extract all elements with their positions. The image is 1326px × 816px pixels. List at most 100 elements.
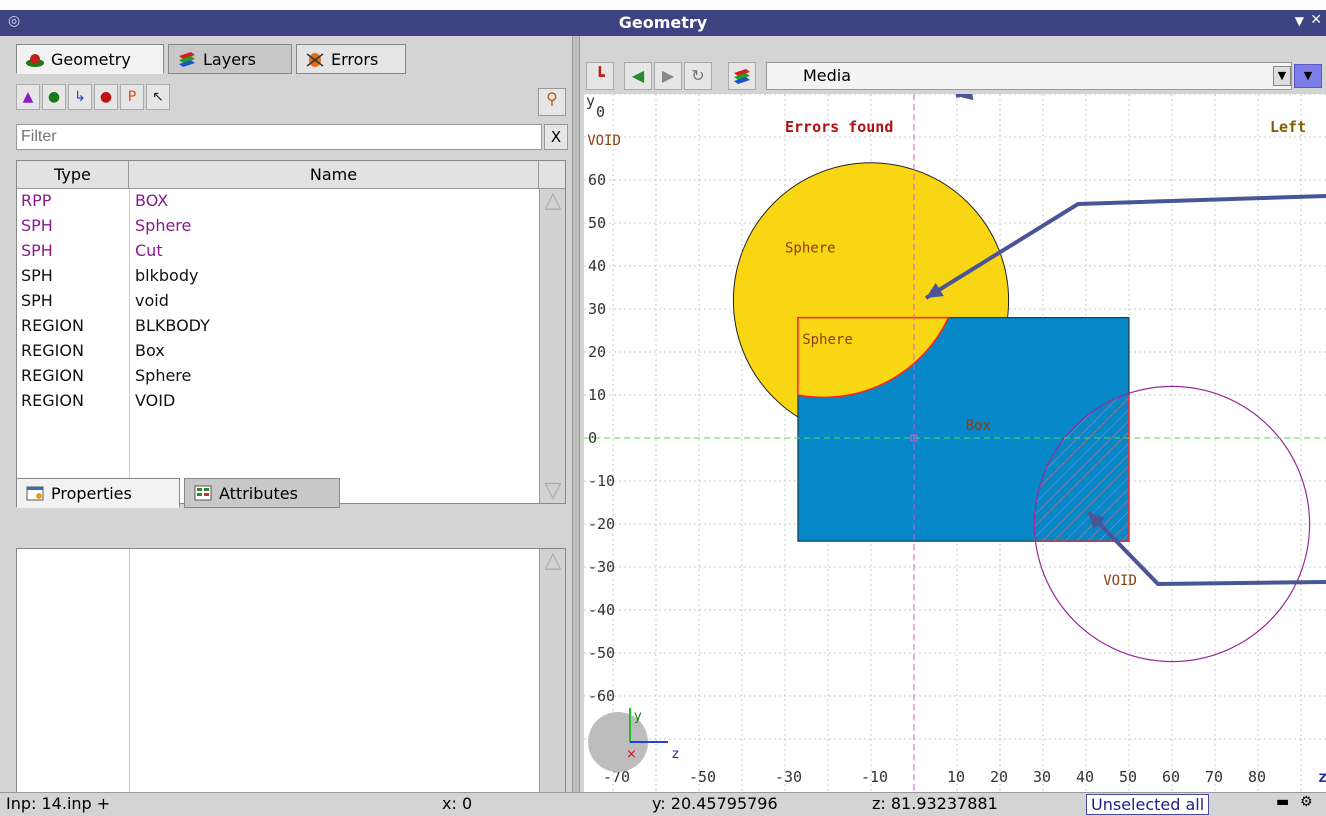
window-titlebar: ◎ Geometry ▼ ✕ xyxy=(0,10,1326,36)
table-row[interactable]: RPP BOX xyxy=(17,191,537,215)
region-label-sphere: Sphere xyxy=(785,241,836,257)
back-icon[interactable]: ◀ xyxy=(624,62,652,90)
bug-icon xyxy=(305,50,325,68)
x-tick-label: -50 xyxy=(689,768,716,786)
status-z: z: 81.93237881 xyxy=(872,794,998,813)
collapse-icon[interactable]: ▼ xyxy=(1294,14,1304,28)
tab-properties[interactable]: Properties xyxy=(16,478,180,508)
y-tick-label: -10 xyxy=(588,472,615,490)
cone-icon[interactable]: ▲ xyxy=(16,84,40,110)
row-type: SPH xyxy=(21,241,53,260)
compass-z-label: z xyxy=(672,747,679,762)
filter-clear-button[interactable]: X xyxy=(544,124,568,150)
close-icon[interactable]: ✕ xyxy=(1310,12,1322,28)
attributes-icon xyxy=(193,484,213,502)
y-axis-title: y xyxy=(586,94,595,110)
cursor-icon[interactable]: ↖ xyxy=(146,84,170,110)
x-tick-label: 80 xyxy=(1248,768,1266,786)
layer-combo[interactable]: Media xyxy=(766,62,1292,90)
void-circle[interactable] xyxy=(1033,385,1311,663)
window-title: Geometry xyxy=(618,13,708,32)
x-tick-label: -70 xyxy=(603,768,630,786)
window-menu-icon[interactable]: ◎ xyxy=(8,13,21,29)
geometry-plot[interactable]: VOID Sphere Sphere Box VOID Errors found Left y… xyxy=(584,94,1326,792)
selection-status[interactable]: Unselected all xyxy=(1086,794,1210,815)
table-row[interactable]: REGION Box xyxy=(17,341,537,365)
axes-icon[interactable]: ↳ xyxy=(68,84,92,110)
filter-input[interactable] xyxy=(16,124,542,150)
row-type: REGION xyxy=(21,341,84,360)
y-tick-label: 0 xyxy=(588,429,597,447)
cylinder-icon[interactable]: ● xyxy=(42,84,66,110)
region-label-box: Box xyxy=(966,418,991,434)
x-tick-label: -10 xyxy=(861,768,888,786)
row-name: BLKBODY xyxy=(135,316,210,335)
x-tick-label: 20 xyxy=(990,768,1008,786)
row-name: blkbody xyxy=(135,266,199,285)
properties-scrollbar[interactable]: △ ▽ xyxy=(539,549,565,816)
annotation-arrow-errors-head xyxy=(956,94,974,101)
row-type: REGION xyxy=(21,391,84,410)
axes-icon[interactable]: ┗ xyxy=(586,62,614,90)
x-tick-label: 10 xyxy=(947,768,965,786)
pane-splitter[interactable] xyxy=(572,36,580,792)
errors-found-label: Errors found xyxy=(785,118,893,136)
pin-icon[interactable]: P xyxy=(120,84,144,110)
view-label: Left xyxy=(1270,118,1306,136)
table-row[interactable]: REGION VOID xyxy=(17,391,537,415)
overlap-error-region[interactable] xyxy=(797,316,950,399)
layers-icon xyxy=(177,50,197,68)
annotation-arrow-overlap-head xyxy=(926,282,944,298)
camera-icon[interactable]: ▬ xyxy=(1276,794,1290,810)
scroll-up-icon[interactable]: △ xyxy=(544,548,562,573)
status-y: y: 20.45795796 xyxy=(652,794,778,813)
tab-errors[interactable]: Errors xyxy=(296,44,406,74)
y-tick-label: 40 xyxy=(588,257,606,275)
chevron-down-icon[interactable]: ▼ xyxy=(1273,66,1291,86)
object-table-scrollbar[interactable]: △ ▽ xyxy=(539,188,565,503)
tab-attributes-label: Attributes xyxy=(219,483,298,503)
y-tick-label: -20 xyxy=(588,515,615,533)
compass-y-label: y xyxy=(634,709,642,724)
row-name: Sphere xyxy=(135,216,192,235)
row-name: VOID xyxy=(135,391,176,410)
sphere-icon[interactable]: ● xyxy=(94,84,118,110)
status-x: x: 0 xyxy=(442,794,473,813)
y-tick-label: 10 xyxy=(588,386,606,404)
scroll-down-icon[interactable]: ▽ xyxy=(544,478,562,503)
table-row[interactable]: SPH Sphere xyxy=(17,216,537,240)
x-tick-label: 30 xyxy=(1033,768,1051,786)
table-row[interactable]: SPH void xyxy=(17,291,537,315)
scroll-up-icon[interactable]: △ xyxy=(544,188,562,213)
tab-attributes[interactable]: Attributes xyxy=(184,478,340,508)
y-tick-label: -50 xyxy=(588,644,615,662)
row-name: Sphere xyxy=(135,366,192,385)
table-row[interactable]: SPH Cut xyxy=(17,241,537,265)
table-row[interactable]: SPH blkbody xyxy=(17,266,537,290)
brush-icon[interactable]: ⚲ xyxy=(538,88,566,116)
row-type: RPP xyxy=(21,191,52,210)
column-header-type[interactable]: Type xyxy=(17,161,129,189)
table-row[interactable]: REGION Sphere xyxy=(17,366,537,390)
y-tick-label: -40 xyxy=(588,601,615,619)
void-error-outline xyxy=(1034,395,1130,542)
column-header-name[interactable]: Name xyxy=(129,161,539,189)
tab-errors-label: Errors xyxy=(331,49,379,69)
view-options-icon[interactable]: ▼ xyxy=(1294,64,1322,88)
table-row[interactable]: REGION BLKBODY xyxy=(17,316,537,340)
row-name: Cut xyxy=(135,241,163,260)
layers-icon[interactable] xyxy=(728,62,756,90)
tab-geometry[interactable]: Geometry xyxy=(16,44,164,74)
forward-icon[interactable]: ▶ xyxy=(654,62,682,90)
annotation-arrow-void-head xyxy=(1088,512,1105,530)
row-name: void xyxy=(135,291,169,310)
refresh-icon[interactable]: ↻ xyxy=(684,62,712,90)
status-file: Inp: 14.inp + xyxy=(6,794,111,813)
y-tick-label: 60 xyxy=(588,171,606,189)
tab-layers[interactable]: Layers xyxy=(168,44,292,74)
properties-panel: △ ▽ xyxy=(16,548,566,816)
tool-icon[interactable]: ⚙ xyxy=(1300,794,1313,810)
y-tick-label: 0 xyxy=(596,103,605,121)
x-tick-label: 60 xyxy=(1162,768,1180,786)
x-tick-label: 40 xyxy=(1076,768,1094,786)
